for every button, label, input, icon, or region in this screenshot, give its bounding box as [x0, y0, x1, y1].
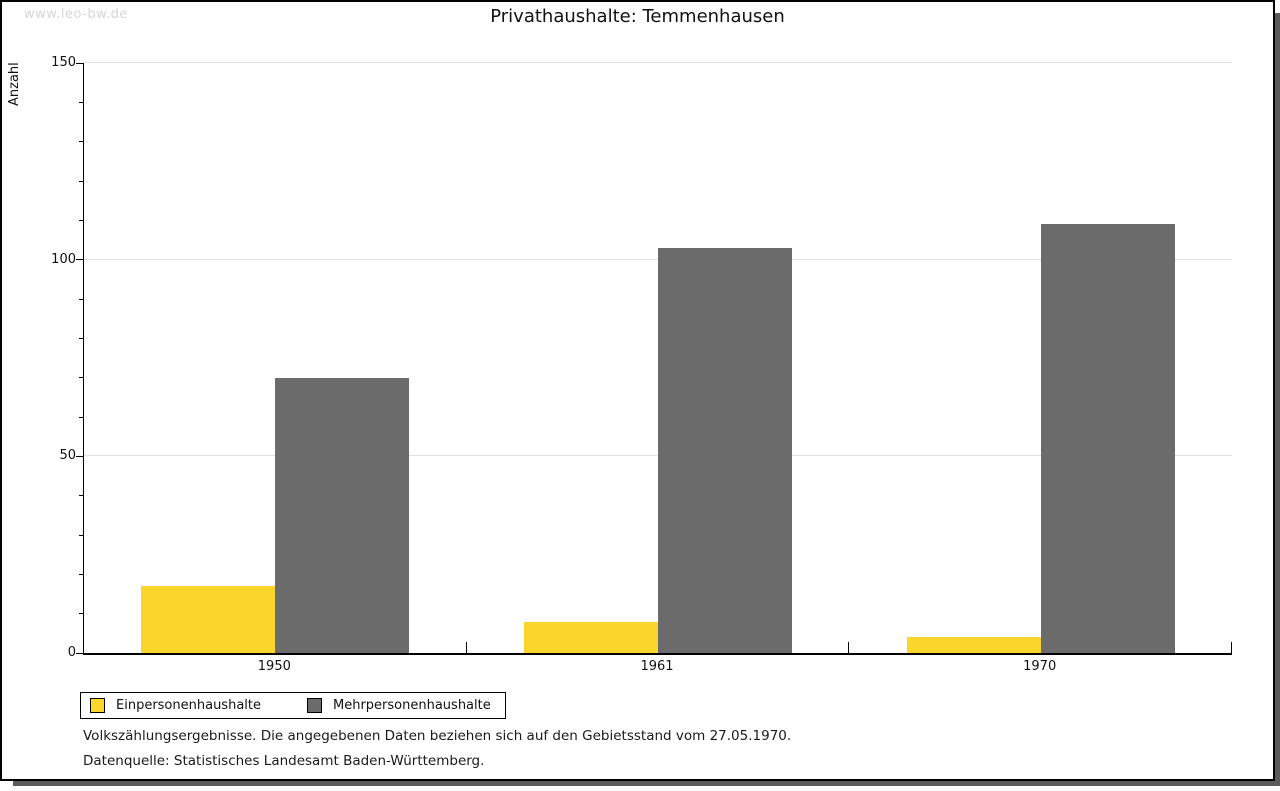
y-tick-110	[79, 219, 84, 221]
y-tick-label-150: 150	[51, 55, 76, 70]
bar-groups	[84, 63, 1232, 653]
bar-einpersonenhaushalte-1950	[141, 586, 276, 653]
bar-group-1961	[467, 63, 850, 653]
y-tick-50	[76, 455, 84, 457]
legend: Einpersonenhaushalte Mehrpersonenhaushalt…	[80, 692, 506, 719]
y-tick-140	[79, 101, 84, 103]
bar-mehrpersonenhaushalte-1950	[275, 377, 410, 653]
y-tick-0	[76, 652, 84, 654]
y-tick-30	[79, 534, 84, 536]
y-tick-120	[79, 180, 84, 182]
legend-item-einpersonenhaushalte: Einpersonenhaushalte	[90, 698, 261, 713]
y-tick-100	[76, 259, 84, 261]
gridline-150	[84, 62, 1232, 63]
x-axis-labels: 1950 1961 1970	[83, 659, 1231, 674]
legend-swatch-mehrpersonenhaushalte	[307, 698, 322, 713]
x-boundary-tick-2	[848, 642, 850, 653]
bar-einpersonenhaushalte-1961	[524, 621, 658, 653]
footnote-source-info: Volkszählungsergebnisse. Die angegebenen…	[83, 728, 792, 744]
y-tick-40	[79, 495, 84, 497]
bar-group-1970	[849, 63, 1232, 653]
watermark: www.leo-bw.de	[24, 7, 128, 22]
x-boundary-tick-1	[465, 642, 467, 653]
legend-swatch-einpersonenhaushalte	[90, 698, 105, 713]
x-category-label-1950: 1950	[257, 659, 291, 674]
tick-layer	[76, 62, 1232, 654]
y-tick-150	[76, 62, 84, 64]
y-tick-70	[79, 377, 84, 379]
y-tick-label-0: 0	[67, 645, 76, 660]
x-boundary-tick-3	[1231, 642, 1232, 653]
x-category-label-1970: 1970	[1023, 659, 1057, 674]
bar-einpersonenhaushalte-1970	[906, 637, 1041, 653]
y-tick-130	[79, 141, 84, 143]
legend-label-einpersonenhaushalte: Einpersonenhaushalte	[116, 698, 261, 713]
y-tick-label-50: 50	[59, 448, 76, 464]
legend-label-mehrpersonenhaushalte: Mehrpersonenhaushalte	[333, 698, 491, 713]
footnote-data-source: Datenquelle: Statistisches Landesamt Bad…	[83, 753, 485, 769]
x-category-label-1961: 1961	[640, 659, 674, 674]
y-axis-label: Anzahl	[7, 62, 22, 106]
bar-mehrpersonenhaushalte-1970	[1040, 224, 1175, 653]
bar-mehrpersonenhaushalte-1961	[658, 247, 792, 653]
y-tick-60	[79, 416, 84, 418]
y-tick-20	[79, 573, 84, 575]
y-tick-10	[79, 613, 84, 615]
y-tick-80	[79, 337, 84, 339]
legend-item-mehrpersonenhaushalte: Mehrpersonenhaushalte	[307, 698, 491, 713]
y-tick-label-100: 100	[51, 251, 76, 267]
plot-area	[76, 62, 1232, 655]
chart-title: Privathaushalte: Temmenhausen	[490, 6, 785, 27]
y-tick-90	[79, 298, 84, 300]
bar-group-1950	[84, 63, 467, 653]
